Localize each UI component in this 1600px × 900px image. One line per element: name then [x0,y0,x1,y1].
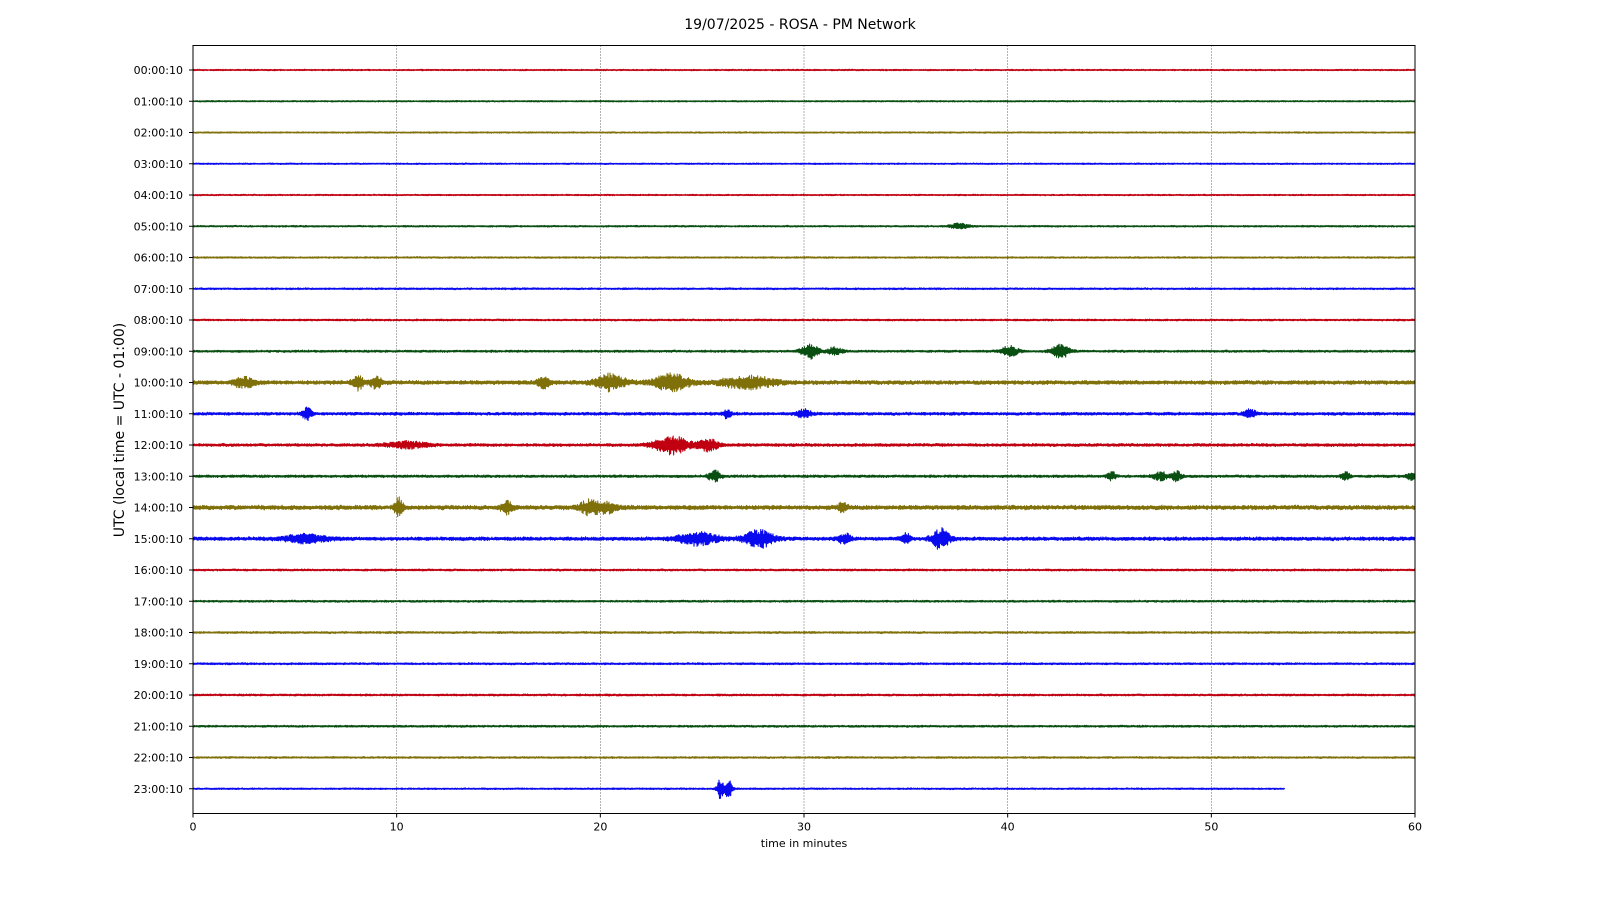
y-tick-label: 08:00:10 [134,314,183,327]
trace-23-00-10 [192,779,1286,800]
trace-04-00-10 [192,193,1416,197]
trace-05-00-10 [192,222,1416,230]
x-tick-label: 30 [797,821,811,834]
y-tick-label: 12:00:10 [134,439,183,452]
trace-07-00-10 [192,287,1416,291]
y-tick-label: 07:00:10 [134,283,183,296]
trace-06-00-10 [192,256,1416,259]
y-axis-label: UTC (local time = UTC - 01:00) [112,323,128,538]
y-tick-label: 22:00:10 [134,752,183,765]
trace-20-00-10 [192,693,1416,697]
trace-21-00-10 [192,724,1416,728]
x-tick-label: 0 [190,821,197,834]
y-tick-label: 15:00:10 [134,533,183,546]
y-tick-label: 18:00:10 [134,627,183,640]
trace-03-00-10 [192,162,1416,166]
y-tick-label: 13:00:10 [134,470,183,483]
x-axis-ticks: 0 10 20 30 40 50 60 [190,813,1422,834]
y-tick-label: 10:00:10 [134,377,183,390]
x-tick-label: 50 [1204,821,1218,834]
y-tick-label: 11:00:10 [134,408,183,421]
y-tick-label: 17:00:10 [134,595,183,608]
x-tick-label: 10 [390,821,404,834]
y-tick-label: 02:00:10 [134,127,183,140]
vertical-grid-lines [396,45,1212,814]
y-tick-label: 20:00:10 [134,689,183,702]
y-tick-label: 14:00:10 [134,502,183,515]
trace-19-00-10 [192,662,1416,666]
trace-14-00-10 [192,496,1416,518]
trace-01-00-10 [192,99,1416,103]
y-tick-label: 04:00:10 [134,189,183,202]
trace-00-00-10 [192,68,1416,72]
y-tick-label: 19:00:10 [134,658,183,671]
y-tick-label: 16:00:10 [134,564,183,577]
y-tick-label: 00:00:10 [134,64,183,77]
trace-13-00-10 [192,469,1416,483]
trace-12-00-10 [192,435,1416,456]
trace-18-00-10 [192,630,1416,635]
trace-17-00-10 [192,599,1416,603]
y-tick-label: 23:00:10 [134,783,183,796]
y-tick-label: 01:00:10 [134,95,183,108]
y-tick-label: 21:00:10 [134,720,183,733]
y-axis-ticks: 00:00:10 01:00:10 02:00:10 03:00:10 04:00:10… [134,64,193,796]
trace-16-00-10 [192,568,1416,572]
x-tick-label: 40 [1001,821,1015,834]
trace-22-00-10 [192,755,1416,760]
seismic-traces [192,68,1416,800]
x-tick-label: 60 [1408,821,1422,834]
x-axis-label: time in minutes [761,837,848,850]
trace-11-00-10 [192,406,1416,422]
trace-10-00-10 [192,372,1416,393]
y-tick-label: 06:00:10 [134,252,183,265]
trace-15-00-10 [192,527,1416,550]
chart-title: 19/07/2025 - ROSA - PM Network [684,17,916,33]
trace-08-00-10 [192,318,1416,322]
y-tick-label: 05:00:10 [134,220,183,233]
x-tick-label: 20 [593,821,607,834]
y-tick-label: 09:00:10 [134,345,183,358]
trace-02-00-10 [192,131,1416,134]
y-tick-label: 03:00:10 [134,158,183,171]
trace-09-00-10 [192,343,1416,360]
